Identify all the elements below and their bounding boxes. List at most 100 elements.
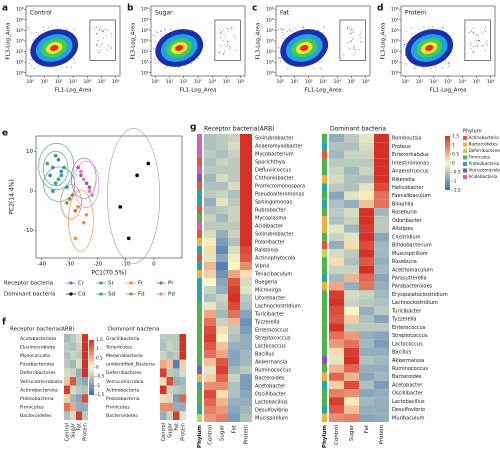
gate-dot bbox=[360, 32, 362, 34]
column-label: Control bbox=[65, 423, 71, 441]
heat-cell bbox=[359, 216, 374, 225]
column-label: Control bbox=[161, 423, 167, 441]
gate-dot bbox=[473, 52, 475, 53]
heat-cell bbox=[179, 359, 186, 369]
y-tick-label: 10⁴ bbox=[266, 28, 274, 34]
heat-cell bbox=[179, 334, 186, 343]
event-dot bbox=[294, 28, 296, 30]
row-label: Promicromonospora bbox=[255, 184, 305, 190]
panel-label: d bbox=[377, 4, 383, 14]
gate-dot bbox=[96, 44, 98, 46]
row-label: Streptococcus bbox=[392, 333, 428, 339]
phylum-strip-cell bbox=[322, 232, 327, 241]
gate-dot bbox=[349, 32, 351, 34]
heat-cell bbox=[329, 405, 344, 414]
heat-cell bbox=[216, 398, 228, 406]
phylum-strip-cell bbox=[322, 290, 327, 299]
gate-dot bbox=[99, 27, 101, 29]
phylum-strip-cell bbox=[322, 282, 327, 291]
phylum-swatch bbox=[463, 162, 467, 166]
heat-cell bbox=[344, 372, 359, 381]
heat-cell bbox=[216, 366, 228, 374]
x-tick-label: 10⁵ bbox=[348, 79, 356, 85]
column-label: Sugar bbox=[349, 424, 355, 441]
event-dot bbox=[73, 57, 75, 59]
event-dot bbox=[435, 66, 437, 68]
heat-cell bbox=[329, 315, 344, 324]
x-tick-label: 10¹ bbox=[41, 79, 49, 85]
event-dot bbox=[160, 31, 162, 33]
colorbar-tick-label: 1.5 bbox=[452, 134, 459, 140]
heat-cell bbox=[329, 150, 344, 159]
heat-cell bbox=[240, 302, 252, 310]
heat-cell bbox=[76, 394, 82, 403]
row-label: Ruminococcus bbox=[255, 368, 291, 374]
heat-cell bbox=[216, 374, 228, 382]
heat-cell bbox=[240, 350, 252, 358]
heat-cell bbox=[344, 224, 359, 233]
event-dot bbox=[31, 58, 33, 60]
heat-cell bbox=[344, 150, 359, 159]
heat-cell bbox=[204, 358, 216, 366]
heat-cell bbox=[64, 368, 70, 377]
y-tick-label: 10⁴ bbox=[141, 28, 149, 34]
point bbox=[126, 236, 131, 241]
row-label: Tyzzerella bbox=[254, 320, 279, 326]
y-tick-label: 10¹ bbox=[16, 60, 24, 66]
event-dot bbox=[423, 27, 425, 29]
x-tick-label: 10⁴ bbox=[83, 79, 91, 85]
heat-cell bbox=[344, 134, 359, 143]
heat-cell bbox=[228, 350, 240, 358]
heat-cell bbox=[76, 334, 82, 343]
row-label: Enterococcus bbox=[392, 325, 426, 331]
gate-dot bbox=[219, 52, 221, 54]
gate-dot bbox=[352, 29, 354, 31]
heat-cell bbox=[240, 366, 252, 374]
gate-dot bbox=[225, 46, 227, 48]
heat-cell bbox=[374, 290, 389, 299]
x-tick-label: 10⁰ bbox=[277, 79, 285, 85]
event-dot bbox=[30, 59, 32, 61]
row-label: Bilophila bbox=[392, 201, 413, 207]
row-label: Alistipes bbox=[392, 226, 413, 232]
heat-cell bbox=[344, 356, 359, 365]
gate-dot bbox=[343, 54, 345, 56]
gate-dot bbox=[226, 28, 228, 30]
heatmap-title: Dominant bacteria bbox=[330, 126, 386, 133]
x-tick-label: 10⁰ bbox=[152, 79, 160, 85]
heat-cell bbox=[204, 334, 216, 342]
heat-cell bbox=[374, 315, 389, 324]
heat-cell bbox=[240, 278, 252, 286]
event-dot bbox=[279, 57, 281, 59]
heat-cell bbox=[240, 190, 252, 198]
heat-cell bbox=[329, 166, 344, 176]
gate-dot bbox=[353, 54, 355, 56]
legend-label: Cr bbox=[78, 281, 85, 287]
event-dot bbox=[411, 27, 413, 29]
heat-cell bbox=[240, 342, 252, 350]
gate-dot bbox=[470, 44, 472, 46]
heat-cell bbox=[374, 199, 389, 209]
event-dot bbox=[44, 29, 46, 31]
heat-cell bbox=[160, 368, 167, 377]
gate-dot bbox=[484, 49, 486, 51]
heat-cell bbox=[228, 206, 240, 214]
x-tick-label: 10⁴ bbox=[208, 79, 216, 85]
heat-cell bbox=[179, 394, 186, 403]
event-dot bbox=[160, 30, 161, 32]
heat-cell bbox=[344, 389, 359, 398]
density-level bbox=[300, 45, 309, 51]
heat-cell bbox=[166, 402, 173, 412]
heat-cell bbox=[329, 380, 344, 390]
heatmap-title: Dominant bacteria bbox=[108, 327, 159, 333]
gate-dot bbox=[477, 40, 479, 42]
point bbox=[48, 173, 52, 178]
gate bbox=[464, 19, 491, 61]
phylum-strip-cell bbox=[322, 413, 327, 422]
event-dot bbox=[282, 29, 284, 31]
heat-cell bbox=[64, 402, 70, 412]
point bbox=[59, 173, 64, 178]
event-dot bbox=[287, 68, 289, 69]
heat-cell bbox=[228, 150, 240, 158]
gate-dot bbox=[358, 49, 360, 51]
